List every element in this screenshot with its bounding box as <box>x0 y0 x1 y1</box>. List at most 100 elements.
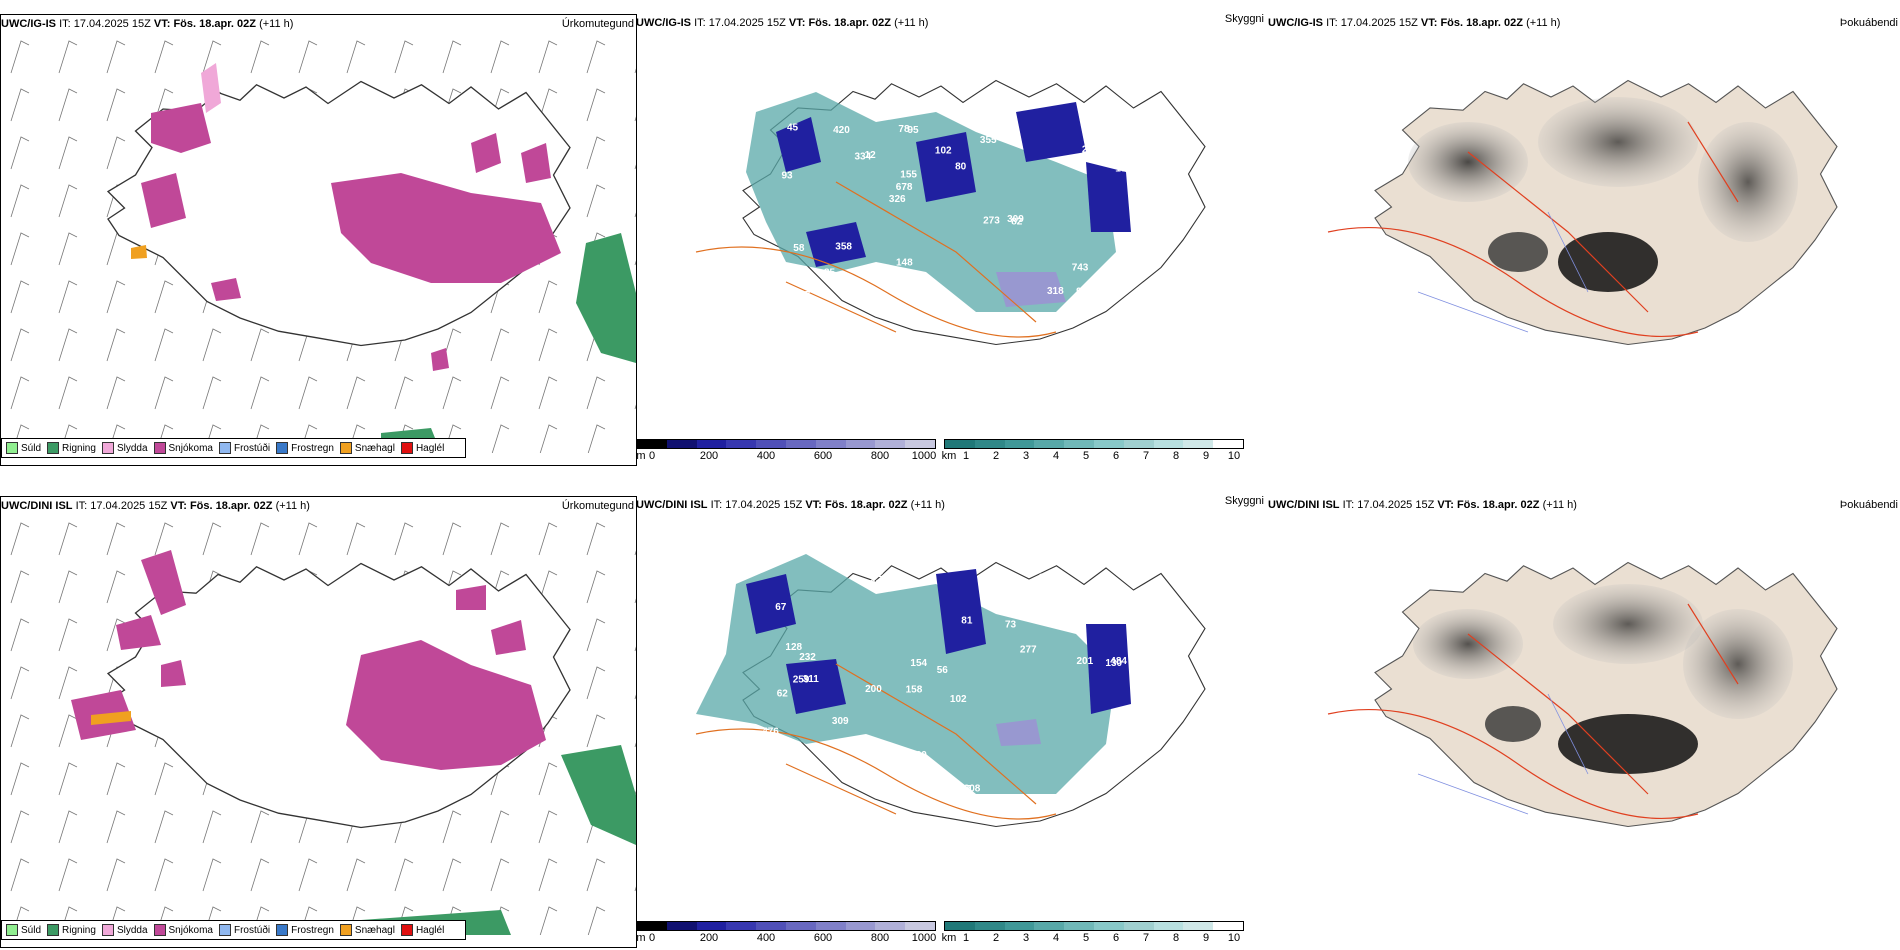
cloud-base-label: 334 <box>855 152 872 163</box>
cloud-base-label: 358 <box>835 242 852 253</box>
cloud-base-label: 200 <box>865 684 882 695</box>
legend-label: Haglél <box>415 442 445 454</box>
lead-time: (+11 h) <box>894 17 929 29</box>
cloud-base-label: 158 <box>906 684 923 695</box>
colorbar-tick: 10 <box>1227 450 1241 462</box>
colorbar-segment <box>1093 922 1124 930</box>
legend-item: Slydda <box>101 442 148 454</box>
colorbar-ticks: km 1 2 3 4 5 6 7 8 9 10 <box>941 931 1244 945</box>
vt-label: VT: <box>1437 499 1454 511</box>
colorbar-tick: 2 <box>992 450 1000 462</box>
cloud-base-label: 128 <box>785 642 802 653</box>
colorbar-tick: 400 <box>756 932 776 944</box>
legend-swatch <box>153 442 166 454</box>
colorbar-segment <box>905 922 935 930</box>
model-name: UWC/DINI ISL <box>1268 499 1340 511</box>
legend-item: Snæhagl <box>339 924 395 936</box>
legend-item: Frostúði <box>218 924 270 936</box>
colorbar-tick: 600 <box>813 450 833 462</box>
panel-title: Skyggni <box>1224 14 1264 25</box>
legend-swatch <box>153 924 166 936</box>
cloud-base-labels: 6210113015810231167736281561983362001372… <box>762 569 1127 795</box>
colorbar-segment <box>756 440 786 448</box>
cloud-base-label: 743 <box>1072 262 1089 273</box>
cloud-base-label: 62 <box>777 688 789 699</box>
legend-label: Snjókoma <box>168 442 213 454</box>
it-label: IT: <box>1326 17 1338 29</box>
colorbar-tick: 200 <box>699 450 719 462</box>
colorbar-unit: m <box>636 932 646 944</box>
legend-item: Frostregn <box>276 924 334 936</box>
cloud-base-label: 355 <box>980 135 997 146</box>
cloud-base-label: 94 <box>1076 286 1088 297</box>
visibility-colorbar: km 1 2 3 4 5 6 7 8 9 10 <box>941 921 1244 945</box>
cloud-base-label: 12 <box>865 150 877 161</box>
it-label: IT: <box>710 499 723 511</box>
cloud-base-label: 678 <box>896 182 913 193</box>
colorbar-segment <box>875 922 906 930</box>
cloud-base-label: 148 <box>896 258 913 269</box>
colorbar-segment <box>785 922 816 930</box>
colorbar-segment <box>1093 440 1124 448</box>
legend-swatch <box>400 924 413 936</box>
cloud-base-label: 476 <box>762 727 779 738</box>
cloud-base-label: 102 <box>935 146 952 157</box>
legend-label: Slydda <box>116 442 148 454</box>
cloud-base-label: 232 <box>799 652 816 663</box>
legend-item: Rigning <box>47 442 96 454</box>
cloud-base-label: 349 <box>1006 102 1023 113</box>
model-name: UWC/IG-IS <box>636 17 691 29</box>
legend-label: Súld <box>21 924 42 936</box>
legend-label: Frostregn <box>291 924 334 936</box>
panel-header: UWC/IG-IS IT: 17.04.2025 15Z VT: Fös. 18… <box>1 15 636 33</box>
vt-value: Fös. 18.apr. 02Z <box>808 17 891 29</box>
colorbar-segment <box>1064 440 1094 448</box>
legend-label: Rigning <box>62 442 96 454</box>
visibility-panel-bottom: UWC/DINI ISL IT: 17.04.2025 15Z VT: Fös.… <box>636 496 1266 946</box>
cloud-base-label: 420 <box>833 125 850 136</box>
visibility-colorbar: km 1 2 3 4 5 6 7 8 9 10 <box>942 439 1244 463</box>
colorbar-tick: 0 <box>648 932 656 944</box>
colorbar-tick: 9 <box>1202 932 1210 944</box>
colorbar-segment <box>696 922 727 930</box>
precip-panel-bottom: UWC/DINI ISL IT: 17.04.2025 15Z VT: Fös.… <box>0 496 637 948</box>
cloud-base-labels: 94 93 209 326 355 47 78 102 58 12 67 85 95 80 82 45 63 19… <box>767 93 1133 309</box>
cloud-base-label: 309 <box>1007 214 1024 225</box>
it-value: 17.04.2025 15Z <box>90 500 168 512</box>
legend-swatch <box>218 442 231 454</box>
cloud-base-label: 73 <box>1005 620 1017 631</box>
legend-swatch <box>339 924 352 936</box>
legend-label: Frostregn <box>291 442 334 454</box>
vt-label: VT: <box>788 17 806 29</box>
colorbar-segment <box>1213 922 1243 930</box>
cloud-base-label: 67 <box>775 602 787 613</box>
model-name: UWC/DINI ISL <box>636 499 708 511</box>
cloud-base-label: 130 <box>1105 658 1122 669</box>
vt-value: Fös. 18.apr. 02Z <box>824 499 908 511</box>
colorbar-tick: 600 <box>813 932 833 944</box>
cloud-base-label: 58 <box>793 243 805 254</box>
colorbar-segment <box>1213 440 1243 448</box>
panel-header: UWC/DINI ISL IT: 17.04.2025 15Z VT: Fös.… <box>1268 496 1900 514</box>
colorbar-segment <box>1123 440 1154 448</box>
colorbar-segment <box>696 440 727 448</box>
panel-header: UWC/IG-IS IT: 17.04.2025 15Z VT: Fös. 18… <box>1268 14 1900 32</box>
precip-legend: Súld Rigning Slydda Snjókoma Frostúði Fr… <box>1 438 466 458</box>
colorbar-tick: 1 <box>962 932 970 944</box>
colorbar-segment <box>1034 440 1065 448</box>
colorbar-segment <box>1034 922 1065 930</box>
colorbar-tick: 800 <box>870 932 890 944</box>
legend-label: Frostúði <box>233 442 271 454</box>
colorbar-segment <box>974 440 1005 448</box>
vt-label: VT: <box>805 499 822 511</box>
colorbar-segment <box>1064 922 1094 930</box>
colorbar-segment <box>845 922 876 930</box>
visibility-map: 94 93 209 326 355 47 78 102 58 12 67 85 95 80 82 45 63 19… <box>695 79 1206 346</box>
cloud-base-label: 318 <box>1047 286 1064 297</box>
colorbar-tick: 7 <box>1142 932 1150 944</box>
colorbar-unit: km <box>941 932 957 944</box>
legend-label: Slydda <box>116 924 148 936</box>
cloud-base-label: 311 <box>803 674 820 685</box>
cloud-base-label: 62 <box>873 569 885 580</box>
legend-item: Rigning <box>47 924 96 936</box>
